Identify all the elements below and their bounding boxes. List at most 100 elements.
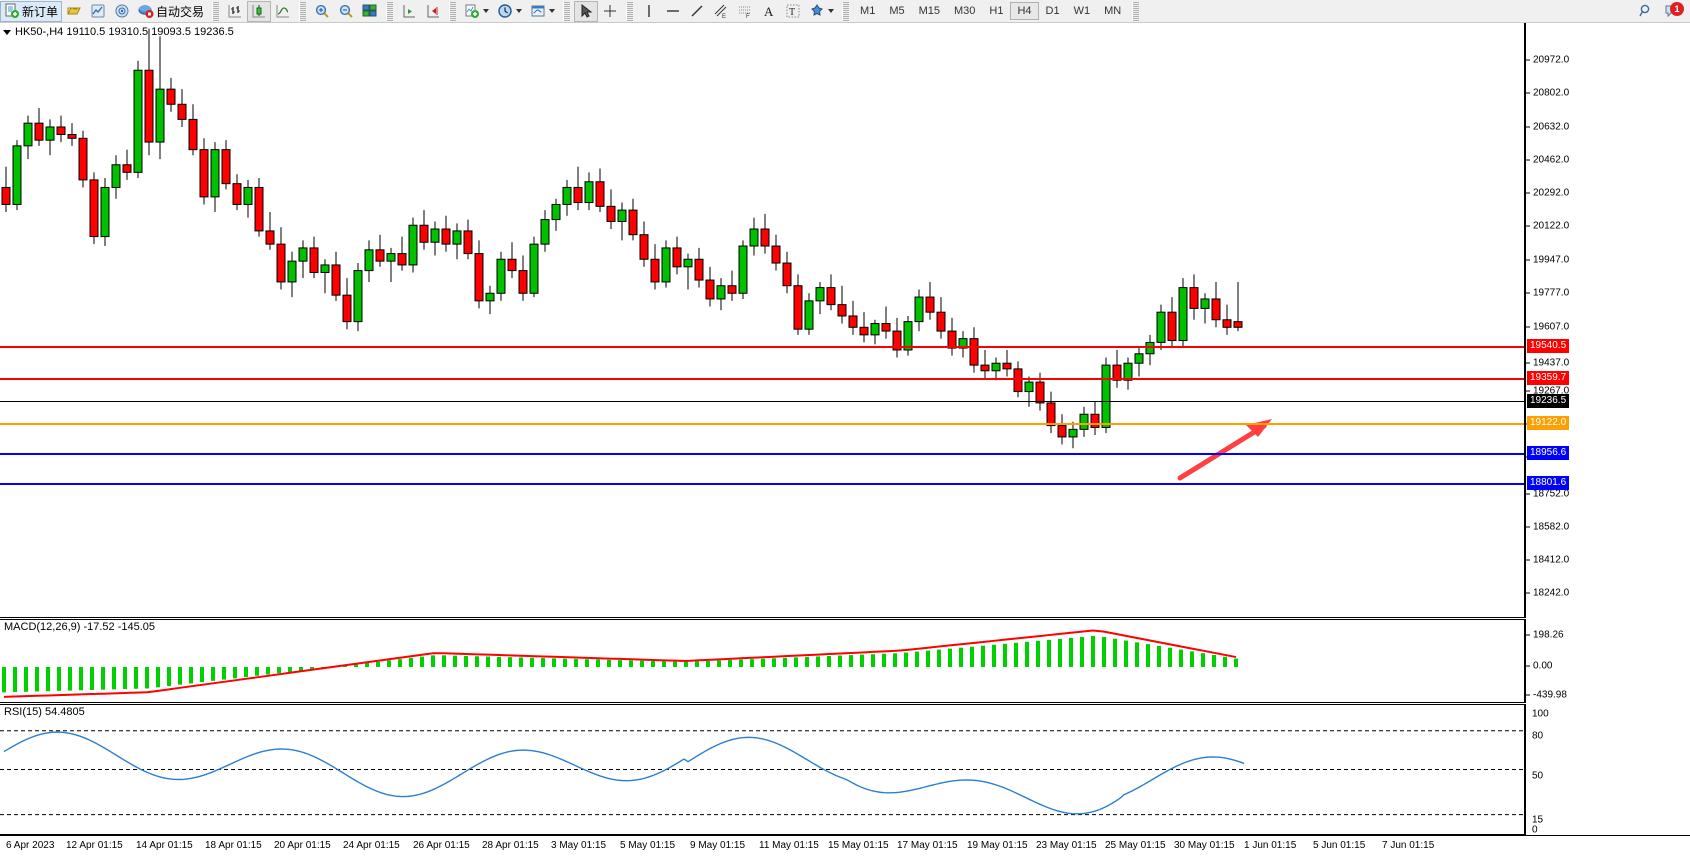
price-tick: 19437.0 xyxy=(1526,358,1569,369)
date-tick-label: 5 May 01:15 xyxy=(620,840,676,851)
chevron-down-icon[interactable] xyxy=(828,9,835,13)
expert-advisors-button[interactable] xyxy=(62,1,86,22)
chart-shift-button[interactable] xyxy=(421,1,445,22)
chart-workspace: HK50-,H4 19110.5 19310.5 19093.5 19236.5… xyxy=(0,23,1690,859)
macd-tick: 198.26 xyxy=(1526,630,1564,641)
line-chart-button[interactable] xyxy=(271,1,295,22)
level-line-pivot[interactable] xyxy=(0,423,1524,425)
rsi-tick: 15 xyxy=(1526,815,1543,826)
horizontal-line-icon xyxy=(665,3,681,19)
rsi-scale: 100 80 50 15 0 xyxy=(1525,704,1690,836)
timeframe-h1[interactable]: H1 xyxy=(989,5,1004,17)
price-tag-pivot: 19122.0 xyxy=(1527,416,1570,430)
chart-title-bar[interactable]: HK50-,H4 19110.5 19310.5 19093.5 19236.5 xyxy=(3,26,234,38)
macd-tick: -439.98 xyxy=(1526,690,1567,701)
date-tick-label: 18 Apr 01:15 xyxy=(205,840,262,851)
chevron-down-icon[interactable] xyxy=(483,9,490,13)
level-line-current-price[interactable] xyxy=(0,401,1524,402)
fibonacci-button[interactable]: F xyxy=(733,1,757,22)
tile-windows-button[interactable] xyxy=(358,1,382,22)
auto-trading-icon xyxy=(138,3,154,19)
timeframe-h4[interactable]: H4 xyxy=(1010,2,1039,20)
date-axis[interactable]: 6 Apr 2023 12 Apr 01:15 14 Apr 01:15 18 Apr… xyxy=(0,835,1690,859)
zoom-in-button[interactable] xyxy=(310,1,334,22)
price-tag-resistance-1: 19540.5 xyxy=(1527,339,1570,353)
level-line-resistance-1[interactable] xyxy=(0,346,1524,348)
search-icon[interactable] xyxy=(1638,3,1654,19)
chevron-down-icon[interactable] xyxy=(549,9,556,13)
toolbar-separator xyxy=(563,1,571,21)
level-line-support-2[interactable] xyxy=(0,483,1524,485)
timeframe-m15[interactable]: M15 xyxy=(918,5,940,17)
chevron-down-icon[interactable] xyxy=(516,9,523,13)
channel-button[interactable]: E xyxy=(709,1,733,22)
timeframe-m5[interactable]: M5 xyxy=(889,5,905,17)
date-tick-label: 6 Apr 2023 xyxy=(6,840,55,851)
bar-chart-button[interactable] xyxy=(223,1,247,22)
timeframe-w1[interactable]: W1 xyxy=(1073,5,1091,17)
chart-menu-caret-icon[interactable] xyxy=(3,29,11,35)
auto-trading-label: 自动交易 xyxy=(156,4,205,19)
level-line-support-1[interactable] xyxy=(0,453,1524,455)
svg-text:F: F xyxy=(746,14,750,19)
macd-tick: 0.00 xyxy=(1526,661,1552,672)
trend-arrow-annotation[interactable] xyxy=(0,23,1525,618)
indicators-add-icon xyxy=(464,3,480,19)
macd-pane[interactable]: MACD(12,26,9) -17.52 -145.05 xyxy=(0,619,1525,703)
price-scale[interactable]: 20972.0 20802.0 20632.0 20462.0 20292.0 20122… xyxy=(1525,23,1690,666)
crosshair-button[interactable] xyxy=(598,1,622,22)
cursor-button[interactable] xyxy=(574,0,599,22)
chat-icon[interactable]: 1 xyxy=(1664,2,1684,19)
text-button[interactable]: A xyxy=(757,1,781,22)
signals-button[interactable] xyxy=(110,1,134,22)
auto-trading-button[interactable]: 自动交易 xyxy=(134,1,208,22)
price-tick: 18242.0 xyxy=(1526,588,1569,599)
price-tick: 19777.0 xyxy=(1526,288,1569,299)
candlestick-chart-button[interactable] xyxy=(247,0,272,22)
price-tick: 18582.0 xyxy=(1526,522,1569,533)
horizontal-line-button[interactable] xyxy=(661,1,685,22)
shapes-button[interactable] xyxy=(805,1,838,22)
macd-scale: 198.26 0.00 -439.98 xyxy=(1525,619,1690,703)
price-tick-label: 18242.0 xyxy=(1533,587,1570,599)
timeframe-d1[interactable]: D1 xyxy=(1045,5,1060,17)
toolbar-separator xyxy=(386,1,394,21)
new-order-button[interactable]: 新订单 xyxy=(0,0,63,22)
date-tick-label: 15 May 01:15 xyxy=(828,840,889,851)
date-tick-label: 11 May 01:15 xyxy=(759,840,819,851)
date-tick-label: 28 Apr 01:15 xyxy=(482,840,539,851)
notification-badge: 1 xyxy=(1670,2,1684,16)
timeframe-mn[interactable]: MN xyxy=(1104,5,1122,17)
date-tick-label: 23 May 01:15 xyxy=(1036,840,1097,851)
price-tick-label: 19437.0 xyxy=(1533,357,1570,369)
templates-button[interactable] xyxy=(526,1,559,22)
svg-text:T: T xyxy=(789,7,795,18)
text-label-button[interactable]: T xyxy=(781,1,805,22)
vertical-line-button[interactable] xyxy=(637,1,661,22)
date-tick-label: 17 May 01:15 xyxy=(897,840,958,851)
periods-button[interactable] xyxy=(493,1,526,22)
rsi-pane[interactable]: RSI(15) 54.4805 xyxy=(0,704,1525,835)
folder-icon xyxy=(66,3,82,19)
timeframe-m1[interactable]: M1 xyxy=(860,5,876,17)
rsi-tick: 80 xyxy=(1526,731,1543,742)
market-watch-button[interactable] xyxy=(86,1,110,22)
templates-icon xyxy=(530,3,546,19)
fibonacci-icon: F xyxy=(737,3,753,19)
svg-text:A: A xyxy=(764,4,774,19)
auto-scroll-button[interactable] xyxy=(397,1,421,22)
price-pane[interactable] xyxy=(0,23,1525,618)
indicators-button[interactable] xyxy=(460,1,493,22)
level-line-resistance-2[interactable] xyxy=(0,378,1524,380)
text-icon: A xyxy=(761,3,777,19)
price-tick: 19267.0 xyxy=(1526,386,1569,397)
vertical-line-icon xyxy=(641,3,657,19)
macd-tick-label: 198.26 xyxy=(1533,629,1564,641)
date-tick-label: 9 May 01:15 xyxy=(690,840,746,851)
toolbar-separator xyxy=(626,1,634,21)
zoom-out-button[interactable] xyxy=(334,1,358,22)
trendline-button[interactable] xyxy=(685,1,709,22)
timeframe-m30[interactable]: M30 xyxy=(954,5,976,17)
rsi-tick: 50 xyxy=(1526,771,1543,782)
date-tick-label: 30 May 01:15 xyxy=(1174,840,1235,851)
